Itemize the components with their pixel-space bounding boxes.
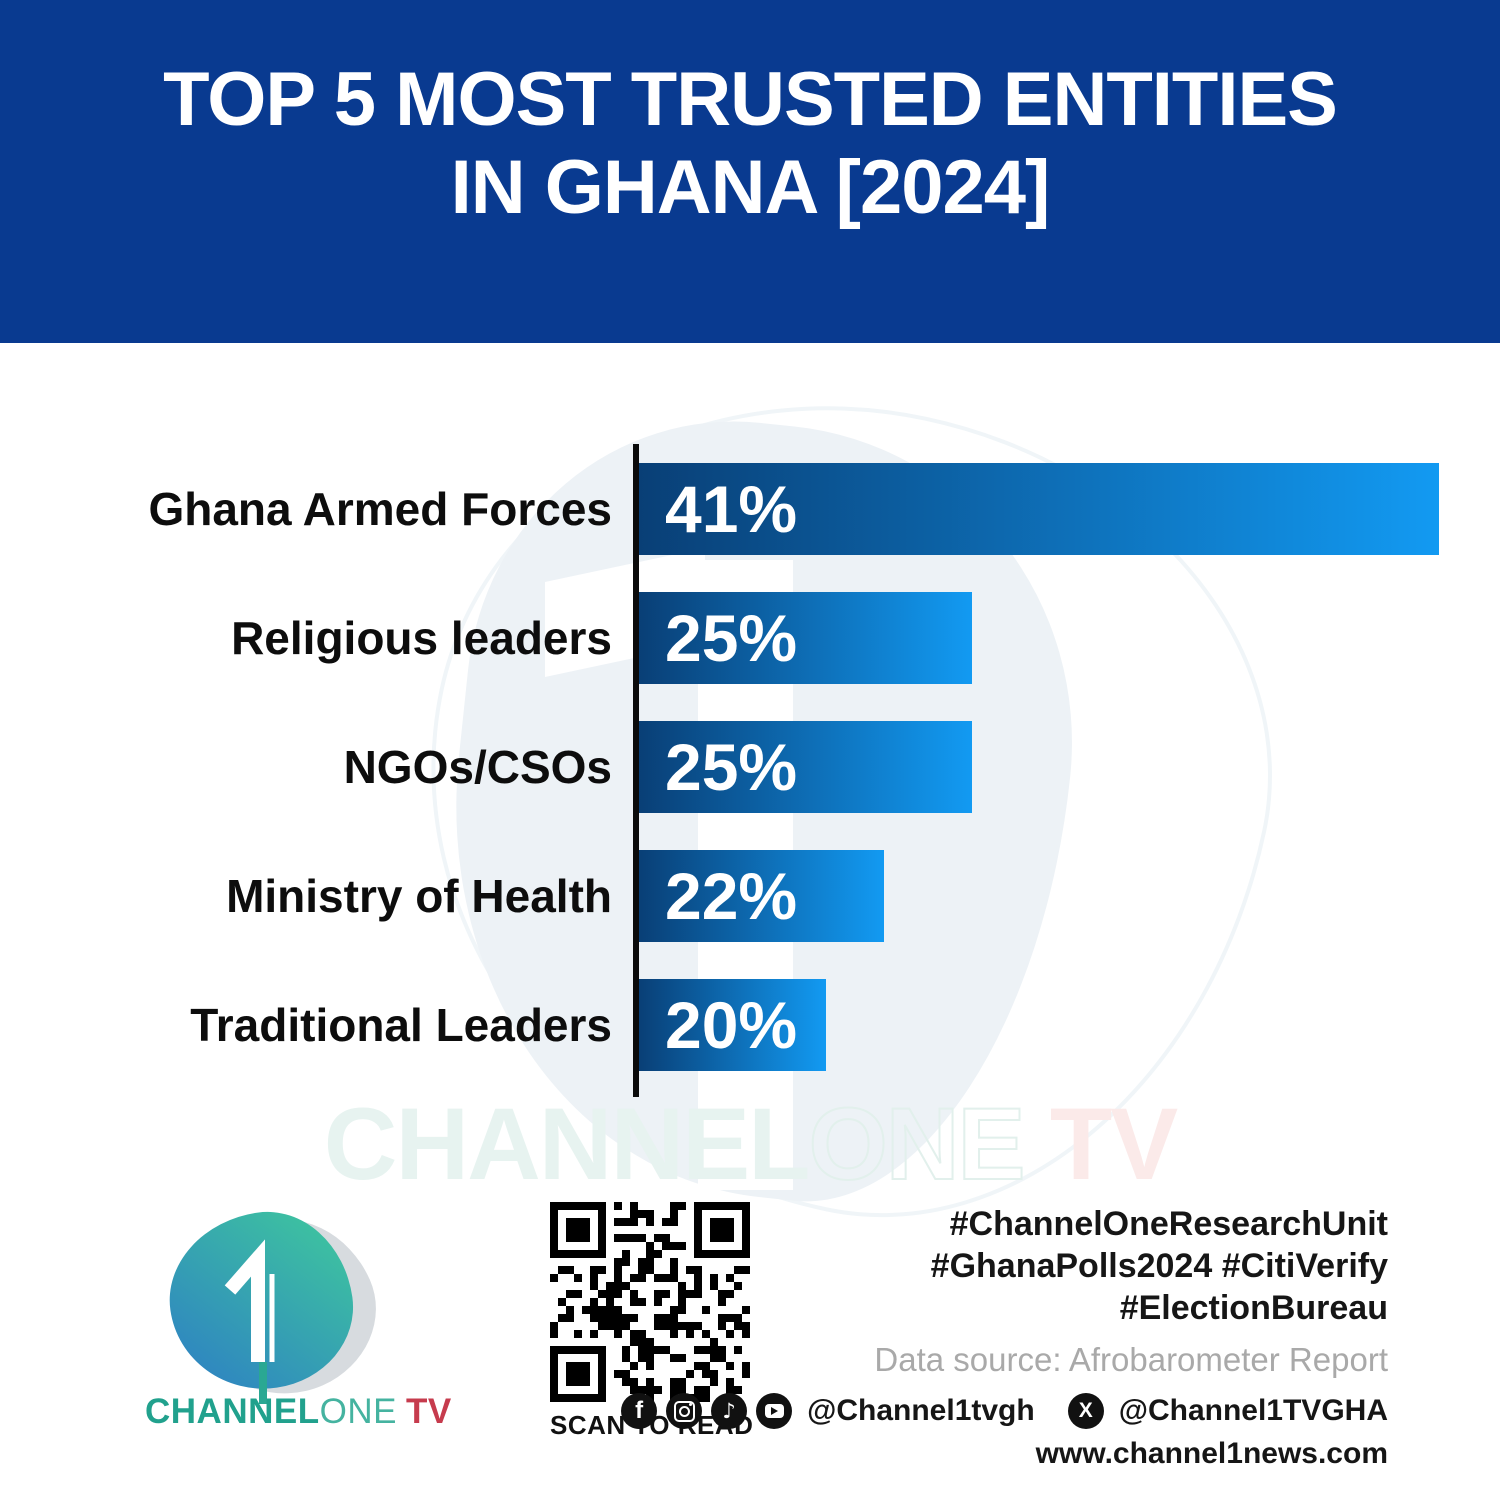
channel-one-tv-watermark: CHANNELONE TV: [0, 1086, 1500, 1203]
chart-row: NGOs/CSOs 25%: [0, 721, 1500, 813]
social-handle-2: @Channel1TVGHA: [1118, 1394, 1388, 1427]
logo-wordmark-one: ONE: [319, 1392, 397, 1431]
x-icon: X: [1067, 1393, 1104, 1429]
data-source-note: Data source: Afrobarometer Report: [874, 1341, 1388, 1378]
bar-value-label: 20%: [665, 988, 798, 1062]
instagram-lens: [678, 1405, 690, 1417]
chart-axis-line: [633, 444, 639, 1097]
bar: 20%: [639, 979, 826, 1071]
tiktok-note-glyph: ♪: [722, 1399, 736, 1423]
website-url: www.channel1news.com: [1035, 1437, 1388, 1470]
bar-value-label: 25%: [665, 601, 798, 675]
qr-code: [550, 1202, 750, 1402]
bar: 25%: [639, 592, 972, 684]
category-label: Ministry of Health: [226, 870, 612, 922]
social-handle-1: @Channel1tvgh: [807, 1394, 1035, 1427]
qr-code-image: [550, 1202, 750, 1402]
social-row: f ♪ @Channel1tvgh X @Channel1TVGHA: [621, 1393, 1388, 1429]
footer-right-column: #ChannelOneResearchUnit #GhanaPolls2024 …: [621, 1203, 1388, 1471]
facebook-icon: f: [621, 1393, 658, 1429]
bar-value-label: 41%: [665, 472, 798, 546]
bar-value-label: 25%: [665, 730, 798, 804]
title-banner: TOP 5 MOST TRUSTED ENTITIES IN GHANA [20…: [0, 0, 1500, 343]
hashtag-line-2: #GhanaPolls2024 #CitiVerify: [930, 1247, 1388, 1285]
title-line-2: IN GHANA [2024]: [450, 145, 1051, 231]
instagram-dot: [689, 1403, 693, 1406]
youtube-play-triangle: [771, 1407, 779, 1415]
youtube-icon: [756, 1393, 793, 1429]
tiktok-icon: ♪: [711, 1393, 748, 1429]
youtube-play-body: [764, 1404, 784, 1418]
logo-wordmark-channel: CHANNEL: [145, 1392, 320, 1431]
title-line-1: TOP 5 MOST TRUSTED ENTITIES: [163, 57, 1338, 142]
chart-row: Traditional Leaders 20%: [0, 979, 1500, 1071]
watermark-tv: TV: [1023, 1087, 1178, 1201]
category-label: Religious leaders: [231, 612, 612, 664]
chart-row: Ministry of Health 22%: [0, 850, 1500, 942]
instagram-icon: [666, 1393, 703, 1429]
category-label: NGOs/CSOs: [343, 741, 612, 793]
logo-one-icon: [224, 1239, 275, 1404]
logo-wordmark: CHANNELONE TV: [145, 1392, 452, 1432]
hashtag-line-3: #ElectionBureau: [1119, 1289, 1388, 1327]
hashtag-line-1: #ChannelOneResearchUnit: [949, 1205, 1388, 1243]
bar-value-label: 22%: [665, 859, 798, 933]
page-title: TOP 5 MOST TRUSTED ENTITIES IN GHANA [20…: [0, 56, 1500, 232]
chart-row: Ghana Armed Forces 41%: [0, 463, 1500, 555]
bar: 41%: [639, 463, 1439, 555]
watermark-one: ONE: [807, 1086, 1026, 1202]
category-label: Ghana Armed Forces: [148, 483, 612, 535]
bar: 22%: [639, 850, 884, 942]
logo-wordmark-tv: TV: [405, 1392, 452, 1431]
chart-row: Religious leaders 25%: [0, 592, 1500, 684]
bar: 25%: [639, 721, 972, 813]
instagram-frame: [673, 1400, 695, 1422]
watermark-channel: CHANNEL: [323, 1087, 811, 1201]
category-label: Traditional Leaders: [190, 999, 612, 1051]
